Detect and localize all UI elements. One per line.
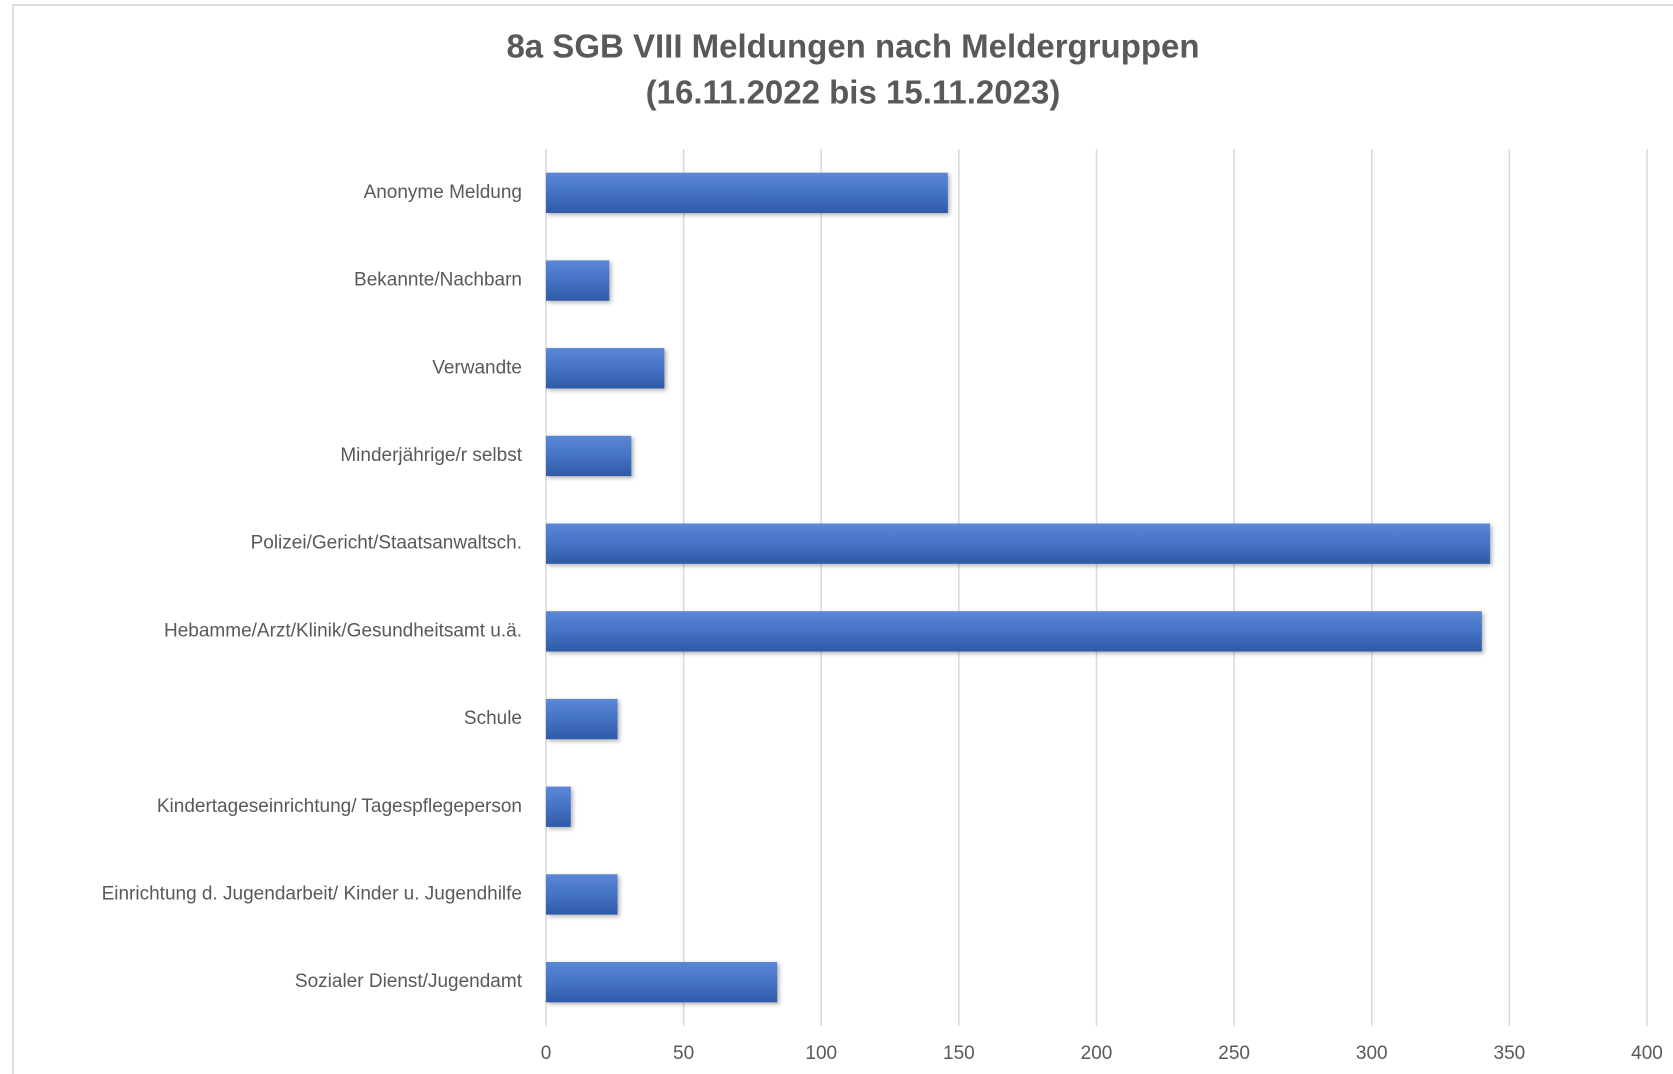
bar	[546, 786, 571, 827]
y-tick-label: Sozialer Dienst/Jugendamt	[295, 971, 523, 992]
y-tick-label: Anonyme Meldung	[364, 182, 522, 203]
y-tick-label: Hebamme/Arzt/Klinik/Gesundheitsamt u.ä.	[164, 620, 522, 641]
bar	[546, 172, 948, 214]
bar	[546, 611, 1482, 652]
y-tick-label: Verwandte	[432, 357, 522, 378]
bar	[546, 698, 618, 740]
x-tick-label: 400	[1631, 1043, 1663, 1064]
bar	[546, 260, 610, 301]
bar	[546, 435, 632, 477]
x-tick-label: 300	[1356, 1043, 1388, 1064]
y-tick-label: Schule	[464, 708, 522, 729]
x-tick-label: 50	[673, 1043, 694, 1064]
x-tick-label: 0	[541, 1043, 552, 1064]
bar	[546, 523, 1491, 564]
x-tick-label: 100	[805, 1043, 837, 1064]
x-tick-label: 250	[1218, 1043, 1250, 1064]
x-tick-label: 150	[943, 1043, 975, 1064]
bar	[546, 348, 665, 389]
bar	[546, 874, 618, 915]
chart-frame	[12, 4, 1673, 1074]
bar	[546, 961, 778, 1003]
y-tick-label: Polizei/Gericht/Staatsanwaltsch.	[251, 533, 522, 554]
chart-subtitle: (16.11.2022 bis 15.11.2023)	[646, 74, 1061, 111]
chart-title: 8a SGB VIII Meldungen nach Meldergruppen	[506, 28, 1199, 65]
x-tick-label: 350	[1494, 1043, 1526, 1064]
y-tick-label: Einrichtung d. Jugendarbeit/ Kinder u. J…	[102, 883, 522, 904]
y-tick-label: Minderjährige/r selbst	[340, 445, 522, 466]
y-tick-label: Kindertageseinrichtung/ Tagespflegeperso…	[157, 796, 522, 817]
x-tick-label: 200	[1081, 1043, 1113, 1064]
y-tick-label: Bekannte/Nachbarn	[354, 270, 522, 291]
